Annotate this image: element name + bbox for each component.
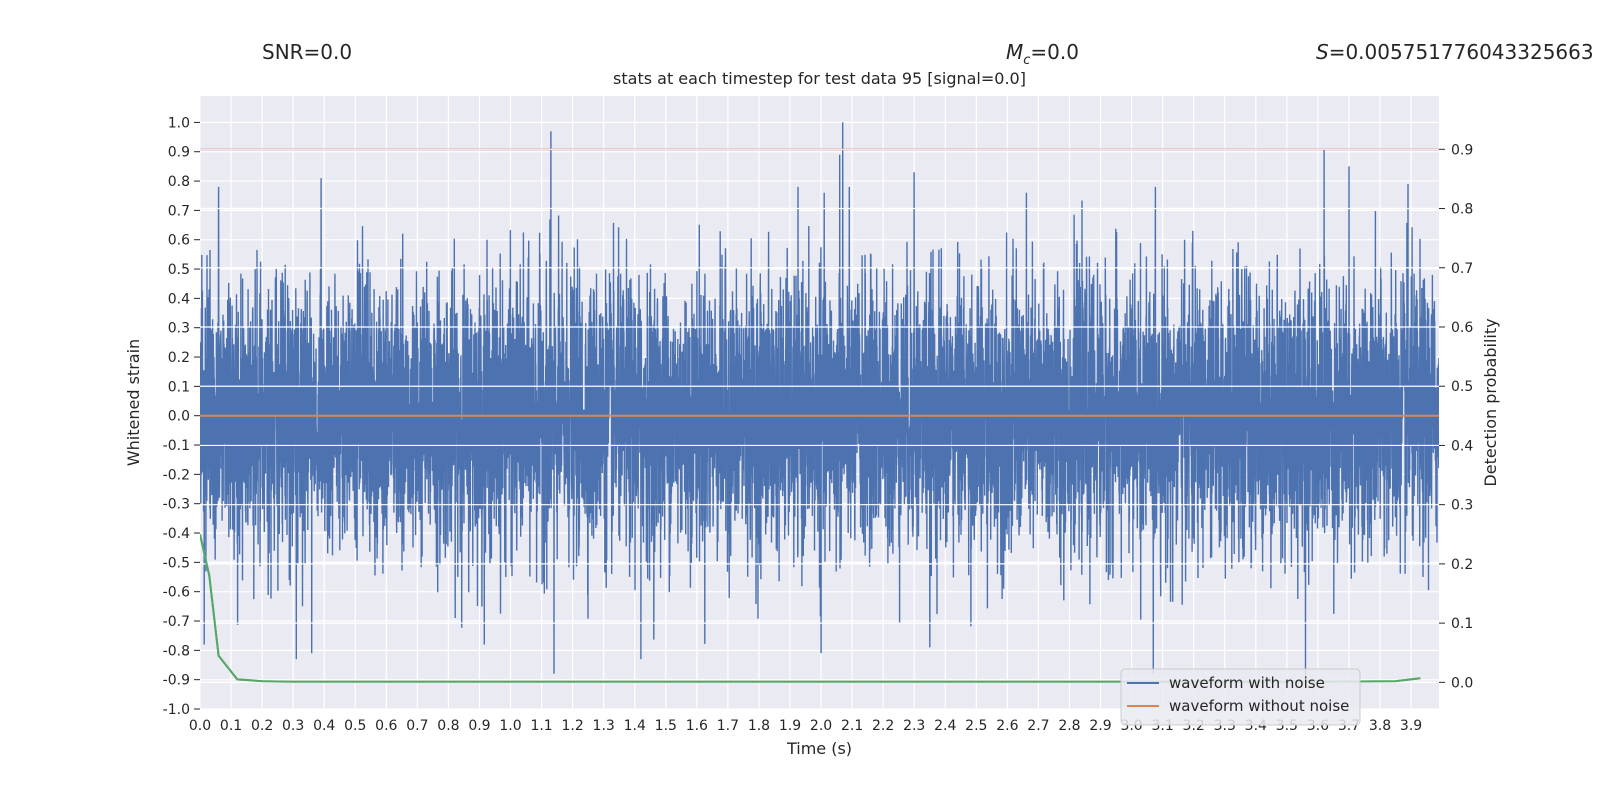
y-axis-label: Whitened strain: [124, 339, 143, 466]
y-tick-label: -1.0: [163, 702, 190, 718]
legend-label: waveform with noise: [1169, 674, 1325, 692]
x-tick-label: 1.6: [686, 718, 708, 734]
y-tick-label: -0.8: [163, 643, 190, 659]
x-tick-label: 1.2: [561, 718, 583, 734]
legend-label: waveform without noise: [1169, 697, 1349, 715]
y-tick-label: 0.3: [168, 321, 190, 337]
x-tick-label: 1.3: [593, 718, 615, 734]
x-tick-label: 1.5: [655, 718, 677, 734]
y-tick-label: 0.7: [168, 203, 190, 219]
x-tick-label: 2.8: [1058, 718, 1080, 734]
x-tick-label: 1.8: [748, 718, 770, 734]
x-tick-label: 0.1: [220, 718, 242, 734]
x-tick-label: 0.6: [375, 718, 397, 734]
y2-tick-label: 0.3: [1451, 498, 1473, 514]
y2-tick-label: 0.7: [1451, 261, 1473, 277]
y-tick-label: 0.4: [168, 291, 190, 307]
x-tick-label: 2.1: [841, 718, 863, 734]
x-tick-label: 2.4: [934, 718, 956, 734]
x-tick-label: 0.9: [468, 718, 490, 734]
x-tick-label: 2.3: [903, 718, 925, 734]
y2-tick-label: 0.0: [1451, 675, 1473, 691]
x-tick-label: 0.7: [406, 718, 428, 734]
y-tick-label: 1.0: [168, 115, 190, 131]
legend-box: [1120, 668, 1361, 726]
chirp-mass-label: Mc=0.0: [1006, 40, 1079, 68]
x-tick-label: 0.8: [437, 718, 459, 734]
y2-tick-label: 0.6: [1451, 320, 1473, 336]
y-tick-label: 0.6: [168, 233, 190, 249]
x-tick-label: 2.5: [965, 718, 987, 734]
s-statistic-value: =0.005751776043325663: [1328, 40, 1594, 64]
y-tick-label: 0.2: [168, 350, 190, 366]
x-tick-label: 0.3: [282, 718, 304, 734]
y-tick-label: -0.3: [163, 497, 190, 513]
x-tick-label: 2.7: [1027, 718, 1049, 734]
y2-tick-label: 0.2: [1451, 557, 1473, 573]
chart-title: stats at each timestep for test data 95 …: [613, 69, 1026, 88]
y-tick-label: 0.0: [168, 409, 190, 425]
y-tick-label: 0.9: [168, 145, 190, 161]
x-axis-label: Time (s): [786, 739, 852, 758]
x-tick-label: 2.9: [1089, 718, 1111, 734]
x-tick-label: 1.4: [624, 718, 646, 734]
y-tick-label: -0.9: [163, 673, 190, 689]
y2-tick-label: 0.1: [1451, 616, 1473, 632]
y-tick-label: 0.5: [168, 262, 190, 278]
x-tick-label: 1.0: [499, 718, 521, 734]
y-tick-label: -0.1: [163, 438, 190, 454]
y-tick-label: -0.4: [163, 526, 190, 542]
y-tick-label: -0.7: [163, 614, 190, 630]
s-statistic-symbol: S: [1316, 40, 1329, 64]
y-tick-label: -0.5: [163, 555, 190, 571]
y-tick-label: 0.8: [168, 174, 190, 190]
x-tick-label: 1.7: [717, 718, 739, 734]
y-tick-label: -0.2: [163, 467, 190, 483]
chirp-mass-value: =0.0: [1030, 40, 1079, 64]
y-tick-label: -0.6: [163, 585, 190, 601]
y2-axis-label: Detection probability: [1481, 318, 1500, 486]
y2-tick-label: 0.4: [1451, 438, 1473, 454]
x-tick-label: 2.2: [872, 718, 894, 734]
x-tick-label: 0.4: [313, 718, 335, 734]
x-tick-label: 1.9: [779, 718, 801, 734]
y-tick-label: 0.1: [168, 379, 190, 395]
x-tick-label: 0.5: [344, 718, 366, 734]
y2-tick-label: 0.9: [1451, 142, 1473, 158]
chirp-mass-subscript: c: [1023, 53, 1031, 68]
x-tick-label: 3.9: [1400, 718, 1422, 734]
x-tick-label: 0.2: [251, 718, 273, 734]
x-tick-label: 3.8: [1369, 718, 1391, 734]
x-tick-label: 0.0: [189, 718, 211, 734]
axes: 0.0 0.1 0.2 0.3 0.4 0.5 0.6 0.7 0.8 0.9 1.0 1.1 1.2 1…: [163, 115, 1474, 734]
y2-tick-label: 0.5: [1451, 379, 1473, 395]
y2-tick-label: 0.8: [1451, 202, 1473, 218]
s-statistic-label: S=0.005751776043325663: [1316, 40, 1594, 64]
snr-label: SNR=0.0: [262, 40, 353, 64]
x-tick-label: 2.0: [810, 718, 832, 734]
x-tick-label: 2.6: [996, 718, 1018, 734]
legend: waveform with noise waveform without nois…: [1120, 668, 1361, 726]
x-tick-label: 1.1: [530, 718, 552, 734]
chirp-mass-symbol: M: [1006, 40, 1024, 64]
waveform-with-noise-line: [200, 122, 1439, 680]
